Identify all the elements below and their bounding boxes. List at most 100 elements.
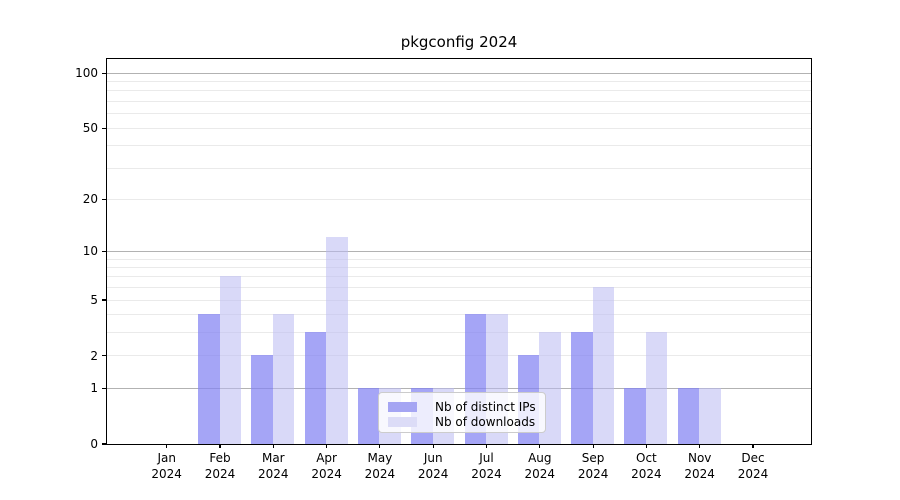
x-tick-label-jun: Jun 2024 [406, 451, 460, 482]
bar-ips-may [357, 387, 380, 444]
x-tick-month: Feb [209, 451, 231, 465]
gridline-minor [106, 167, 811, 169]
chart-title: pkgconfig 2024 [400, 33, 518, 51]
x-tick-month: Apr [316, 451, 337, 465]
legend-item-distinct-ips: Nb of distinct IPs [388, 399, 537, 414]
legend: Nb of distinct IPs Nb of downloads [378, 392, 546, 433]
x-tick [645, 444, 647, 448]
y-tick-label: 20 [82, 192, 98, 207]
x-tick-year: 2024 [311, 466, 342, 481]
x-tick-month: Nov [687, 451, 712, 465]
bar-ips-nov [677, 387, 700, 444]
plot-area [105, 57, 812, 445]
gridline-major [106, 387, 811, 389]
x-tick-label-apr: Apr 2024 [300, 451, 354, 482]
gridline-minor [106, 90, 811, 92]
legend-swatch-ips [388, 401, 417, 412]
x-tick-label-dec: Dec 2024 [726, 451, 780, 482]
y-tick-label: 5 [90, 293, 98, 307]
y-tick [101, 355, 106, 357]
x-tick-year: 2024 [471, 466, 502, 481]
gridline-minor [106, 355, 811, 357]
legend-item-downloads: Nb of downloads [388, 414, 537, 429]
x-tick-year: 2024 [204, 466, 236, 481]
x-tick-year: 2024 [737, 466, 769, 481]
x-tick-month: Oct [636, 451, 657, 465]
x-tick-year: 2024 [684, 466, 715, 481]
y-tick [101, 72, 106, 74]
y-tick [101, 443, 106, 445]
bar-downloads-nov [699, 387, 721, 444]
x-tick-year: 2024 [524, 466, 556, 481]
x-tick-year: 2024 [151, 466, 182, 481]
gridline-minor [106, 81, 811, 83]
x-tick-month: Dec [741, 451, 765, 465]
x-tick [592, 444, 594, 448]
gridline-minor [106, 267, 811, 268]
gridline-major [106, 72, 811, 74]
y-tick-label: 1 [90, 381, 98, 396]
y-tick-label: 10 [82, 244, 98, 259]
x-tick-label-nov: Nov 2024 [673, 451, 727, 482]
y-tick [101, 127, 106, 129]
x-tick-label-oct: Oct 2024 [619, 451, 673, 482]
x-tick-month: Mar [261, 451, 285, 465]
y-tick-label: 100 [75, 66, 98, 81]
gridline-minor [106, 258, 811, 260]
y-tick [101, 250, 106, 252]
x-tick-label-aug: Aug 2024 [513, 451, 567, 482]
bar-downloads-sep [592, 287, 615, 444]
x-tick-year: 2024 [417, 466, 449, 481]
gridline-minor [106, 127, 811, 129]
bar-ips-feb [198, 314, 220, 444]
x-tick-month: Jan [157, 451, 176, 465]
gridline-minor [106, 287, 811, 289]
x-tick-year: 2024 [258, 466, 289, 481]
x-tick-label-jan: Jan 2024 [140, 451, 194, 482]
x-tick-month: Sep [581, 451, 605, 465]
x-tick [166, 444, 168, 448]
x-tick [219, 444, 221, 448]
gridline-minor [106, 101, 811, 102]
gridline-minor [106, 299, 811, 301]
legend-swatch-downloads [388, 416, 417, 427]
x-tick-month: May [367, 451, 393, 465]
x-tick-year: 2024 [577, 466, 609, 481]
y-tick-label: 0 [90, 437, 98, 451]
x-tick-year: 2024 [364, 466, 396, 481]
gridline-minor [106, 314, 811, 316]
legend-label-distinct-ips: Nb of distinct IPs [435, 399, 536, 414]
gridline-minor [106, 198, 811, 200]
x-tick-month: Jul [479, 451, 494, 465]
y-tick [101, 299, 106, 301]
x-tick-year: 2024 [631, 466, 662, 481]
x-tick-month: Jun [423, 451, 443, 465]
x-tick-label-mar: Mar 2024 [246, 451, 300, 482]
x-tick-month: Aug [528, 451, 552, 465]
y-tick [101, 198, 106, 200]
x-tick [485, 444, 488, 448]
bar-ips-mar [251, 355, 273, 444]
x-tick [379, 444, 381, 448]
x-tick [272, 444, 274, 448]
x-tick-label-feb: Feb 2024 [193, 451, 247, 482]
x-tick-label-jul: Jul 2024 [460, 451, 514, 482]
x-tick-label-sep: Sep 2024 [566, 451, 620, 482]
bar-downloads-mar [272, 314, 295, 444]
x-tick-label-may: May 2024 [353, 451, 407, 482]
bar-downloads-apr [326, 237, 348, 444]
x-tick [539, 444, 541, 448]
gridline-major [106, 250, 811, 252]
y-tick [101, 387, 106, 389]
bar-downloads-feb [219, 276, 241, 444]
bar-downloads-oct [645, 332, 668, 444]
bar-ips-oct [624, 387, 646, 444]
gridline-minor [106, 276, 811, 278]
bar-ips-apr [304, 332, 327, 444]
gridline-minor [106, 113, 811, 115]
gridline-minor [106, 145, 811, 147]
x-tick [699, 444, 701, 448]
y-tick-label: 2 [90, 348, 98, 363]
gridline-minor [106, 332, 811, 334]
